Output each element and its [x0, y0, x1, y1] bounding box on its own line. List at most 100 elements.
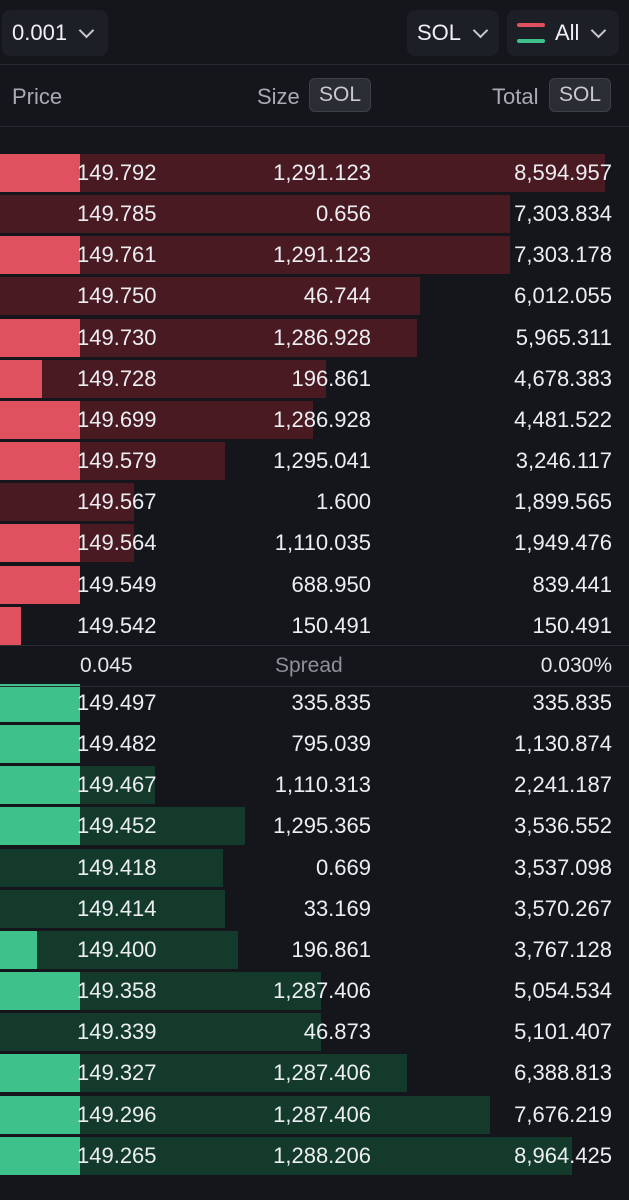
ask-depth-bar [0, 195, 511, 234]
ask-price: 149.728 [77, 365, 157, 391]
bid-total: 6,388.813 [514, 1060, 612, 1086]
ask-price: 149.549 [77, 571, 157, 597]
ask-row[interactable]: 149.728 196.861 4,678.383 [0, 359, 629, 398]
bid-price: 149.497 [77, 690, 157, 715]
tick-size-value: 0.001 [12, 20, 68, 45]
ask-size-bar [0, 154, 80, 192]
bid-total: 3,570.267 [514, 895, 612, 921]
bid-row[interactable]: 149.358 1,287.406 5,054.534 [0, 972, 629, 1011]
ask-size-bar [0, 318, 80, 357]
ask-size: 1,291.123 [273, 242, 371, 268]
bid-row[interactable]: 149.296 1,287.406 7,676.219 [0, 1095, 629, 1134]
ask-depth-bar [0, 277, 421, 316]
bid-price: 149.358 [77, 978, 157, 1004]
bid-depth-bar [0, 1013, 322, 1052]
ask-size: 46.744 [303, 283, 371, 309]
bid-depth-bar [0, 889, 226, 928]
ask-row[interactable]: 149.730 1,286.928 5,965.311 [0, 318, 629, 357]
bid-size-bar [0, 1136, 80, 1175]
ask-row[interactable]: 149.567 1.600 1,899.565 [0, 483, 629, 522]
ask-size: 1,286.928 [273, 406, 371, 432]
ask-size: 688.950 [291, 571, 371, 597]
ask-total: 7,303.834 [514, 201, 612, 227]
bid-row[interactable]: 149.418 0.669 3,537.098 [0, 848, 629, 887]
ask-total: 8,594.957 [514, 160, 612, 185]
ask-size: 0.656 [315, 201, 371, 227]
ask-depth-bar [0, 359, 327, 398]
bid-row[interactable]: 149.400 196.861 3,767.128 [0, 930, 629, 969]
bid-row[interactable]: 149.327 1,287.406 6,388.813 [0, 1054, 629, 1093]
total-unit-toggle[interactable]: SOL [549, 78, 611, 112]
ask-row[interactable]: 149.579 1,295.041 3,246.117 [0, 442, 629, 481]
price-column-header: Price [12, 84, 63, 109]
bid-total: 1,130.874 [514, 731, 612, 757]
spread-value: 0.045 [80, 654, 133, 677]
bid-size: 33.169 [303, 895, 371, 921]
size-unit-toggle[interactable]: SOL [309, 78, 371, 112]
bid-size: 795.039 [291, 731, 371, 757]
ask-size-bar [0, 359, 43, 398]
spread-row: 0.045 Spread 0.030% [0, 645, 629, 687]
bid-size: 46.873 [303, 1019, 371, 1045]
bid-size: 0.669 [315, 854, 371, 880]
ask-total: 1,899.565 [514, 489, 612, 515]
ask-price: 149.750 [77, 283, 157, 309]
ask-row[interactable]: 149.564 1,110.035 1,949.476 [0, 524, 629, 563]
spread-percent: 0.030% [540, 654, 612, 677]
size-column-header: Size [257, 84, 300, 109]
ask-size: 1,286.928 [273, 324, 371, 350]
bid-size-bar [0, 1054, 80, 1093]
bid-total: 2,241.187 [514, 772, 612, 798]
bid-row[interactable]: 149.482 795.039 1,130.874 [0, 725, 629, 764]
bid-row[interactable]: 149.467 1,110.313 2,241.187 [0, 766, 629, 805]
ask-row[interactable]: 149.699 1,286.928 4,481.522 [0, 400, 629, 439]
ask-row[interactable]: 149.761 1,291.123 7,303.178 [0, 236, 629, 275]
ask-size: 1.600 [315, 489, 371, 515]
bid-depth-bar [0, 1136, 573, 1175]
ask-row[interactable]: 149.792 1,291.123 8,594.957 [0, 154, 629, 192]
bid-depth-bar [0, 930, 238, 969]
bid-size-bar [0, 684, 80, 722]
ask-depth-bar [0, 154, 606, 192]
ask-row[interactable]: 149.542 150.491 150.491 [0, 606, 629, 645]
spread-label: Spread [275, 654, 343, 677]
tick-size-dropdown[interactable]: 0.001 [2, 10, 108, 56]
bid-depth-bar [0, 1095, 490, 1134]
bid-row[interactable]: 149.265 1,288.206 8,964.425 [0, 1136, 629, 1175]
bid-row[interactable]: 149.414 33.169 3,570.267 [0, 889, 629, 928]
ask-row[interactable]: 149.785 0.656 7,303.834 [0, 195, 629, 234]
bid-price: 149.339 [77, 1019, 157, 1045]
bid-size-bar [0, 725, 80, 764]
bid-size: 196.861 [291, 936, 371, 962]
bid-price: 149.418 [77, 854, 157, 880]
bid-row[interactable]: 149.452 1,295.365 3,536.552 [0, 807, 629, 846]
bid-row[interactable]: 149.497 335.835 335.835 [0, 684, 629, 722]
bid-price: 149.265 [77, 1142, 157, 1168]
ask-size: 1,291.123 [273, 160, 371, 185]
bid-total: 7,676.219 [514, 1101, 612, 1127]
ask-total: 5,965.311 [515, 324, 612, 350]
ask-price: 149.579 [77, 448, 157, 474]
ask-row[interactable]: 149.750 46.744 6,012.055 [0, 277, 629, 316]
bid-price: 149.400 [77, 936, 157, 962]
ask-depth-bar [0, 483, 134, 522]
book-side-filter-dropdown[interactable]: All [507, 10, 619, 56]
ask-size: 1,110.035 [274, 530, 371, 556]
ask-price: 149.699 [77, 406, 157, 432]
bid-row[interactable]: 149.339 46.873 5,101.407 [0, 1013, 629, 1052]
asset-unit-dropdown[interactable]: SOL [407, 10, 499, 56]
ask-price: 149.730 [77, 324, 157, 350]
ask-price: 149.564 [77, 530, 157, 556]
ask-size-bar [0, 442, 80, 481]
bid-depth-bar [0, 848, 224, 887]
bid-price: 149.482 [77, 731, 157, 757]
bid-total: 3,767.128 [514, 936, 612, 962]
total-column-header: Total [492, 84, 539, 109]
ask-price: 149.567 [77, 489, 157, 515]
ask-row[interactable]: 149.549 688.950 839.441 [0, 565, 629, 604]
ask-total: 1,949.476 [514, 530, 612, 556]
bid-price: 149.327 [77, 1060, 157, 1086]
column-header-row: Price Size SOL Total SOL [0, 64, 629, 127]
bid-size: 335.835 [291, 690, 371, 715]
bid-total: 8,964.425 [514, 1142, 612, 1168]
